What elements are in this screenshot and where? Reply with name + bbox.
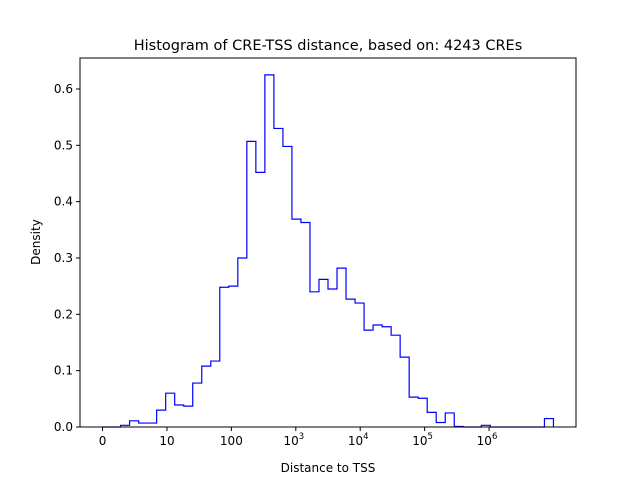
y-tick-label: 0.6	[54, 82, 73, 96]
histogram-bin	[445, 413, 454, 427]
histogram-bin	[436, 422, 445, 427]
histogram-bin	[292, 219, 301, 427]
y-tick-label: 0.5	[54, 138, 73, 152]
histogram-bin	[337, 268, 346, 427]
histogram-bin	[301, 223, 310, 427]
x-tick-label: 106	[477, 432, 498, 448]
histogram-bin	[148, 423, 157, 427]
histogram-bin	[157, 410, 166, 427]
histogram-bin	[193, 383, 202, 427]
histogram-bin	[166, 393, 175, 427]
histogram-bin	[220, 287, 229, 427]
histogram-bin	[130, 421, 139, 427]
histogram-bin	[310, 292, 319, 427]
histogram-bin	[364, 330, 373, 427]
histogram-bin	[328, 289, 337, 427]
histogram-step-line	[102, 74, 555, 428]
x-tick-label: 104	[348, 432, 369, 448]
histogram-bin	[319, 279, 328, 427]
histogram-bin	[409, 397, 418, 427]
histogram-bin	[265, 75, 274, 427]
x-tick-label: 10	[159, 434, 174, 448]
y-tick-label: 0.4	[54, 195, 73, 209]
x-tick-label: 103	[283, 432, 304, 448]
histogram-bin	[229, 286, 238, 427]
histogram-bin	[346, 299, 355, 427]
histogram-bin	[373, 325, 382, 427]
histogram-bin	[283, 146, 292, 427]
histogram-bin	[139, 423, 148, 427]
histogram-bin	[184, 406, 193, 427]
histogram-bin	[391, 335, 400, 427]
y-tick-label: 0.0	[54, 420, 73, 434]
histogram-bin	[427, 412, 436, 427]
y-tick-label: 0.3	[54, 251, 73, 265]
histogram-bin	[355, 303, 364, 427]
y-axis-label: Density	[29, 219, 43, 265]
x-axis-label: Distance to TSS	[281, 461, 376, 475]
histogram-bin	[256, 172, 265, 427]
histogram-bin	[274, 128, 283, 427]
x-tick-label: 0	[99, 434, 107, 448]
histogram-bin	[418, 398, 427, 427]
x-tick-label: 100	[220, 434, 243, 448]
histogram-bin	[382, 327, 391, 427]
histogram-bin	[400, 357, 409, 427]
y-tick-label: 0.1	[54, 364, 73, 378]
y-tick-label: 0.2	[54, 307, 73, 321]
x-tick-label: 105	[412, 432, 433, 448]
histogram-bin	[202, 366, 211, 427]
histogram-bin	[238, 258, 247, 427]
histogram-bin	[247, 141, 256, 427]
histogram-bin	[544, 419, 553, 427]
histogram-bin	[211, 361, 220, 427]
chart-title: Histogram of CRE-TSS distance, based on:…	[134, 38, 523, 54]
histogram-bin	[175, 405, 184, 427]
axes-frame	[79, 57, 577, 428]
